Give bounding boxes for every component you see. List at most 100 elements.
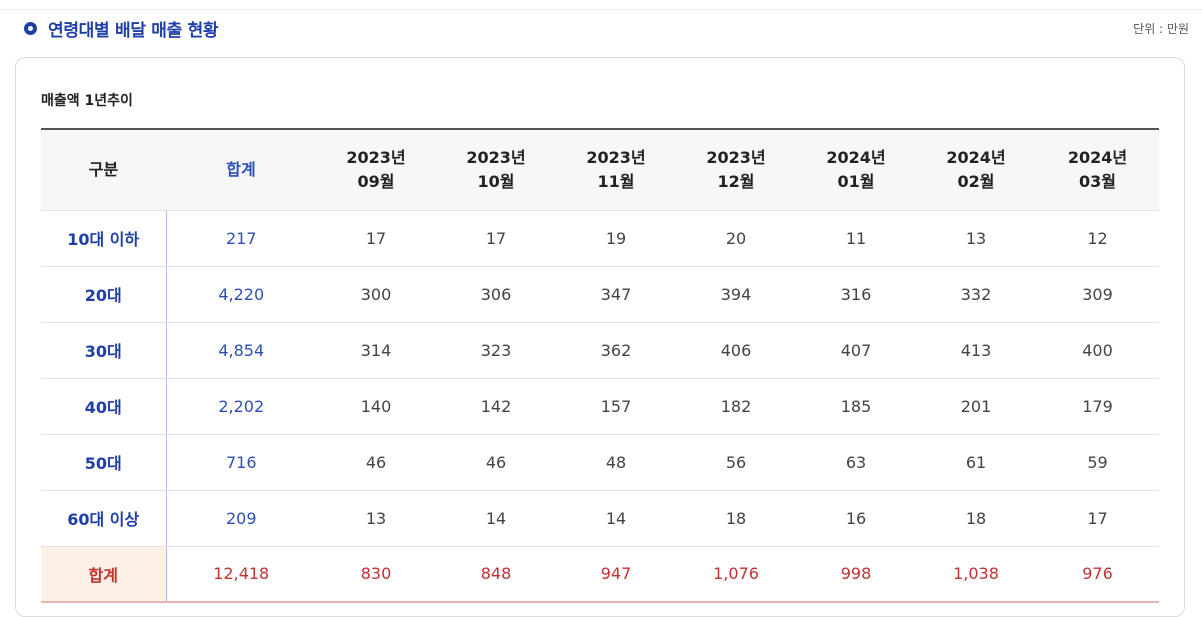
column-header-line: 합계 [226, 159, 256, 179]
table-row: 40대 2,202 140 142 157 182 185 201 179 [41, 378, 1159, 435]
top-divider [0, 0, 1202, 10]
column-header-month: 2024년 03월 [1036, 129, 1159, 211]
month-value-cell: 201 [916, 378, 1036, 435]
card-subtitle: 매출액 1년추이 [41, 93, 133, 109]
table-row: 10대 이하 217 17 17 19 20 11 13 12 [41, 210, 1159, 267]
month-value-cell: 848 [436, 546, 556, 603]
month-value-cell: 14 [556, 490, 676, 547]
month-value-cell: 20 [676, 210, 796, 267]
month-value-cell: 347 [556, 266, 676, 323]
month-value-cell: 56 [676, 434, 796, 491]
month-value-cell: 63 [796, 434, 916, 491]
month-value-cell: 59 [1036, 434, 1159, 491]
column-header-month: 2023년 10월 [436, 129, 556, 211]
row-total-cell: 716 [166, 434, 316, 491]
month-value-cell: 14 [436, 490, 556, 547]
column-header-total: 합계 [166, 129, 316, 211]
month-value-cell: 998 [796, 546, 916, 603]
month-value-cell: 1,076 [676, 546, 796, 603]
column-header-month-label: 01월 [837, 171, 875, 191]
column-header-year: 2023년 [586, 147, 646, 167]
month-value-cell: 12 [1036, 210, 1159, 267]
month-value-cell: 394 [676, 266, 796, 323]
row-total-cell: 209 [166, 490, 316, 547]
row-label: 50대 [41, 434, 167, 491]
column-header-month: 2023년 12월 [676, 129, 796, 211]
month-value-cell: 182 [676, 378, 796, 435]
month-value-cell: 19 [556, 210, 676, 267]
table-row: 합계 12,418 830 848 947 1,076 998 1,038 976 [41, 546, 1159, 603]
table-row: 30대 4,854 314 323 362 406 407 413 400 [41, 322, 1159, 379]
column-header-year: 2024년 [946, 147, 1006, 167]
unit-label: 단위 : 만원 [1133, 21, 1189, 36]
column-header-month: 2023년 09월 [316, 129, 436, 211]
month-value-cell: 157 [556, 378, 676, 435]
column-header-year: 2024년 [826, 147, 886, 167]
month-value-cell: 48 [556, 434, 676, 491]
month-value-cell: 413 [916, 322, 1036, 379]
month-value-cell: 142 [436, 378, 556, 435]
column-header-month: 2023년 11월 [556, 129, 676, 211]
column-header-year: 2023년 [466, 147, 526, 167]
month-value-cell: 185 [796, 378, 916, 435]
header-row: 구분 합계 2023년 09월 2023년 10월 2023년 11월 2023… [41, 129, 1159, 211]
column-header-month-label: 10월 [477, 171, 515, 191]
row-total-cell: 4,854 [166, 322, 316, 379]
row-total-cell: 217 [166, 210, 316, 267]
row-label: 10대 이하 [41, 210, 167, 267]
section-header: 연령대별 배달 매출 현황 단위 : 만원 [24, 14, 1189, 42]
month-value-cell: 300 [316, 266, 436, 323]
month-value-cell: 61 [916, 434, 1036, 491]
month-value-cell: 18 [916, 490, 1036, 547]
column-header-month-label: 12월 [717, 171, 755, 191]
column-header-line: 구분 [88, 159, 119, 179]
month-value-cell: 332 [916, 266, 1036, 323]
month-value-cell: 323 [436, 322, 556, 379]
table-header: 구분 합계 2023년 09월 2023년 10월 2023년 11월 2023… [41, 129, 1159, 211]
row-label: 60대 이상 [41, 490, 167, 547]
row-total-cell: 12,418 [166, 546, 316, 603]
month-value-cell: 976 [1036, 546, 1159, 603]
table-row: 20대 4,220 300 306 347 394 316 332 309 [41, 266, 1159, 323]
month-value-cell: 400 [1036, 322, 1159, 379]
table-row: 50대 716 46 46 48 56 63 61 59 [41, 434, 1159, 491]
column-header-category: 구분 [41, 129, 166, 211]
column-header-month-label: 09월 [357, 171, 395, 191]
column-header-month-label: 03월 [1079, 171, 1116, 191]
table-row: 60대 이상 209 13 14 14 18 16 18 17 [41, 490, 1159, 547]
month-value-cell: 314 [316, 322, 436, 379]
month-value-cell: 140 [316, 378, 436, 435]
table-body: 10대 이하 217 17 17 19 20 11 13 12 20대 4,220 300 306 347… [41, 210, 1159, 603]
month-value-cell: 17 [1036, 490, 1159, 547]
month-value-cell: 1,038 [916, 546, 1036, 603]
month-value-cell: 46 [316, 434, 436, 491]
month-value-cell: 13 [916, 210, 1036, 267]
row-label: 40대 [41, 378, 167, 435]
title-wrap: 연령대별 배달 매출 현황 [24, 16, 219, 41]
column-header-year: 2023년 [346, 147, 406, 167]
month-value-cell: 407 [796, 322, 916, 379]
month-value-cell: 830 [316, 546, 436, 603]
month-value-cell: 316 [796, 266, 916, 323]
month-value-cell: 309 [1036, 266, 1159, 323]
month-value-cell: 406 [676, 322, 796, 379]
column-header-month: 2024년 01월 [796, 129, 916, 211]
month-value-cell: 17 [436, 210, 556, 267]
row-label: 30대 [41, 322, 167, 379]
month-value-cell: 13 [316, 490, 436, 547]
month-value-cell: 18 [676, 490, 796, 547]
month-value-cell: 306 [436, 266, 556, 323]
sales-table: 구분 합계 2023년 09월 2023년 10월 2023년 11월 2023… [41, 128, 1159, 603]
row-label: 20대 [41, 266, 167, 323]
month-value-cell: 16 [796, 490, 916, 547]
month-value-cell: 17 [316, 210, 436, 267]
column-header-year: 2023년 [706, 147, 766, 167]
column-header-year: 2024년 [1067, 147, 1128, 167]
column-header-month-label: 02월 [957, 171, 995, 191]
month-value-cell: 362 [556, 322, 676, 379]
column-header-month: 2024년 02월 [916, 129, 1036, 211]
month-value-cell: 947 [556, 546, 676, 603]
row-total-cell: 2,202 [166, 378, 316, 435]
row-label: 합계 [41, 546, 167, 603]
month-value-cell: 46 [436, 434, 556, 491]
